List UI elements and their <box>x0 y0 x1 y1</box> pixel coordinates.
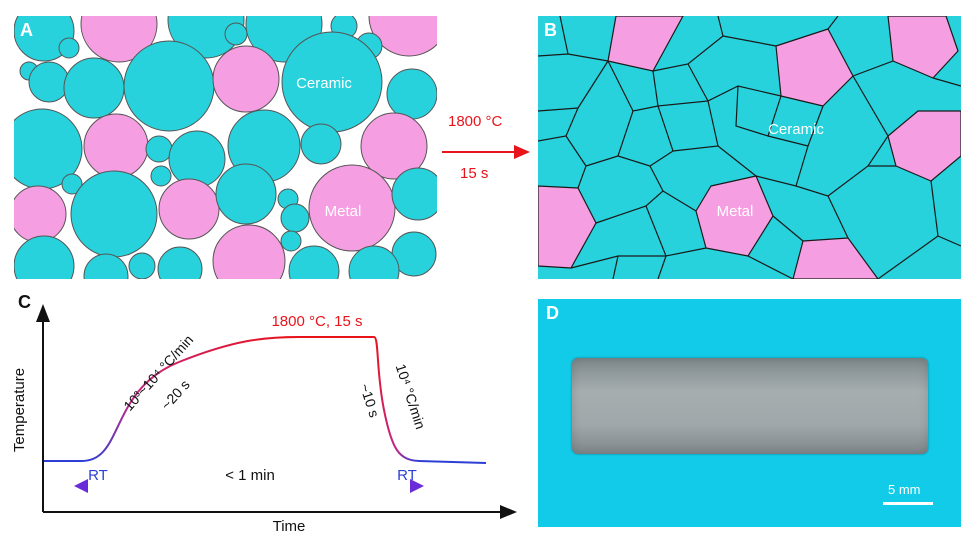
ceramic-label: Ceramic <box>296 75 352 92</box>
right-arrow-icon <box>442 145 530 159</box>
process-time: 15 s <box>460 165 489 182</box>
cooling-time-label: ~10 s <box>357 382 383 420</box>
sintered-sample <box>572 358 928 454</box>
process-temperature: 1800 °C <box>448 113 503 130</box>
metal-particle <box>14 185 67 243</box>
arrow-left-icon <box>74 479 88 493</box>
ceramic-particle <box>83 253 129 279</box>
y-axis-arrow-icon <box>36 304 50 322</box>
ceramic-particle <box>386 68 437 120</box>
ceramic-particle <box>280 230 302 252</box>
panel-label-a: A <box>20 20 33 40</box>
metal-particle <box>308 164 396 252</box>
profile-cooling-ramp <box>373 336 420 462</box>
scale-bar <box>883 502 933 505</box>
ceramic-particle <box>70 170 158 258</box>
profile-heating-ramp <box>81 336 300 462</box>
metal-particle <box>83 113 149 179</box>
rt-right-label: RT <box>397 467 417 484</box>
ceramic-particle <box>58 37 80 59</box>
ceramic-particle <box>288 245 340 279</box>
ceramic-particle <box>145 135 173 163</box>
cooling-rate-label: 10⁴ °C/min <box>393 362 429 431</box>
profile-rt-end <box>418 460 487 464</box>
ceramic-particle <box>61 173 83 195</box>
grain-structure-diagram: Ceramic Metal <box>538 16 961 279</box>
ceramic-label: Ceramic <box>768 121 824 138</box>
panel-b-sintered: Ceramic Metal B <box>538 16 961 279</box>
metal-grain <box>607 16 684 72</box>
ceramic-particle <box>391 167 437 221</box>
ceramic-particle <box>63 57 125 119</box>
arrow-right-icon <box>410 479 424 493</box>
ceramic-particle <box>28 61 70 103</box>
x-axis-arrow-icon <box>500 505 517 519</box>
metal-grain <box>538 185 597 269</box>
ceramic-particle <box>168 130 226 188</box>
metal-particle <box>80 16 158 63</box>
duration-label: < 1 min <box>225 467 275 484</box>
ceramic-particle <box>157 246 203 279</box>
scale-bar-label: 5 mm <box>888 482 921 497</box>
metal-grain <box>775 28 854 107</box>
ceramic-particle <box>215 163 277 225</box>
ceramic-particle <box>128 252 156 279</box>
temperature-time-diagram: Temperature Time 1800 °C, 15 s 10³~10⁴ °… <box>14 304 517 535</box>
metal-grain <box>887 110 961 182</box>
panel-label-c: C <box>18 292 31 312</box>
peak-label: 1800 °C, 15 s <box>271 313 362 330</box>
metal-particle <box>360 112 428 180</box>
ceramic-particle <box>150 165 172 187</box>
panel-a-powder: Ceramic Metal A <box>14 16 437 279</box>
panel-d-sample-photo: D 5 mm <box>538 299 961 527</box>
metal-particle <box>212 45 280 113</box>
ceramic-particle <box>14 235 75 279</box>
ceramic-particle <box>224 22 248 46</box>
y-axis-label: Temperature <box>14 368 28 452</box>
metal-label: Metal <box>717 203 754 220</box>
ceramic-particle <box>348 245 400 279</box>
x-axis-label: Time <box>273 518 306 535</box>
rt-left-label: RT <box>88 467 108 484</box>
metal-grain <box>792 237 879 279</box>
particle-packing-diagram: Ceramic Metal <box>14 16 437 279</box>
ceramic-particle <box>300 123 342 165</box>
ceramic-particle <box>123 40 215 132</box>
panel-c-temperature-profile: C <box>14 290 519 535</box>
metal-particle <box>368 16 437 57</box>
heating-time-label: ~20 s <box>158 376 193 412</box>
metal-label: Metal <box>325 203 362 220</box>
process-arrow: 1800 °C 15 s <box>440 113 532 188</box>
panel-label-d: D <box>546 303 559 323</box>
metal-grain <box>887 16 959 79</box>
metal-particle <box>212 224 286 279</box>
panel-label-b: B <box>544 20 557 40</box>
ceramic-particle <box>280 203 310 233</box>
metal-particle <box>158 178 220 240</box>
grain-boundaries <box>538 16 961 279</box>
